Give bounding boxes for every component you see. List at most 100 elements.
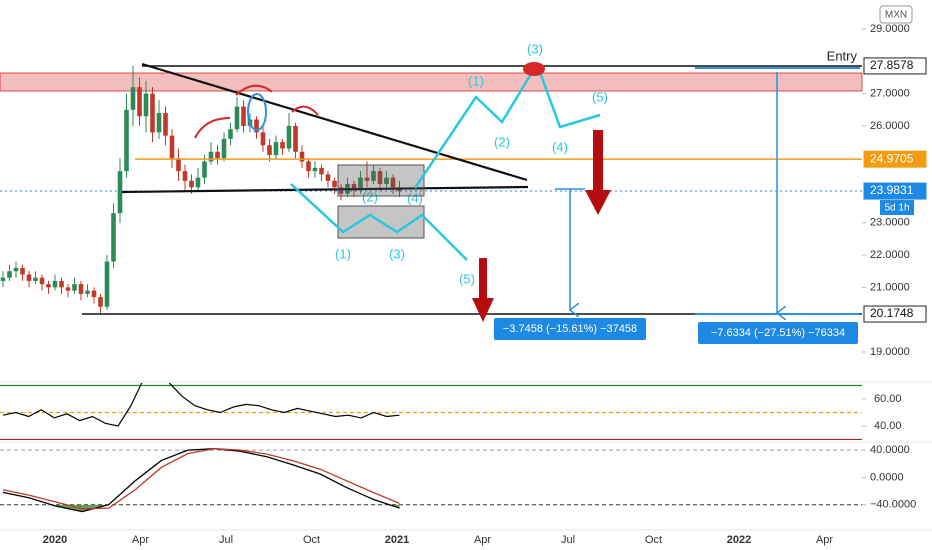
candle-body: [371, 171, 376, 181]
candle-body: [325, 174, 331, 181]
candle-body: [280, 142, 285, 149]
trend-line: [121, 185, 529, 194]
candle-body: [332, 180, 337, 188]
marker: [523, 62, 545, 76]
price-label: 27.8578: [870, 58, 914, 72]
candle-body: [221, 138, 227, 159]
candle-body: [150, 93, 155, 133]
candle-body: [85, 290, 90, 294]
price-pane: [0, 65, 402, 314]
x-tick-label: 2021: [385, 534, 409, 546]
resistance-zone: [0, 72, 863, 92]
candle-body: [26, 274, 32, 281]
down-arrow: [585, 130, 611, 215]
measure-box: [494, 318, 646, 340]
pattern-mark: [235, 84, 273, 96]
candle-body: [319, 167, 324, 175]
y-tick-label: 22.0000: [870, 249, 910, 261]
candle-body: [46, 284, 51, 288]
wave-label: (5): [592, 89, 608, 104]
range-box: [337, 164, 425, 197]
wave-label: (4): [552, 139, 568, 154]
pattern-mark: [247, 93, 267, 131]
rsi-line: [2, 383, 400, 427]
candle-body: [384, 177, 389, 185]
y-tick-label: 0.0000: [870, 471, 904, 483]
price-label: 20.1748: [870, 306, 914, 320]
candle-body: [156, 113, 162, 133]
price-label: 23.9831: [870, 183, 914, 197]
wave-label: (3): [389, 246, 405, 261]
candle-body: [306, 161, 311, 172]
wave-label: (1): [335, 246, 351, 261]
candle-body: [208, 151, 214, 162]
measure-label: −3.7458 (−15.61%) −37458: [503, 323, 637, 335]
candle-body: [59, 280, 64, 288]
candle-body: [13, 268, 19, 272]
candle-body: [182, 171, 188, 181]
candle-body: [299, 151, 305, 162]
x-tick-label: 2022: [727, 534, 751, 546]
rsi-pane: [0, 383, 862, 440]
interval-label: 5d 1h: [884, 203, 909, 214]
wave-label: (3): [527, 41, 543, 56]
y-tick-label: 26.0000: [870, 120, 910, 132]
candle-body: [91, 290, 97, 298]
candle-body: [254, 119, 259, 133]
candle-body: [267, 145, 272, 155]
wave-label: (2): [494, 134, 510, 149]
price-label-box: [863, 305, 927, 323]
y-tick-label: 19.0000: [870, 346, 910, 358]
x-tick-label: Oct: [303, 534, 320, 546]
y-tick-label: 21.0000: [870, 281, 910, 293]
candle-body: [52, 280, 58, 288]
price-label-box: [863, 150, 927, 168]
candle-body: [195, 177, 201, 188]
trend-line: [141, 62, 528, 182]
candle-body: [273, 142, 279, 155]
candle-body: [39, 277, 45, 285]
candle-body: [117, 171, 123, 214]
wave-label: (1): [468, 73, 484, 88]
oscillator-line: [2, 448, 400, 513]
y-tick-label: −40.0000: [870, 499, 916, 511]
wave-label: (2): [362, 189, 378, 204]
measure-label: −7.6334 (−27.51%) −76334: [711, 327, 845, 339]
drawings: −3.7458 (−15.61%) −37458 −7.6334 (−27.51…: [121, 48, 860, 344]
candle-body: [124, 109, 129, 172]
x-tick-label: 2020: [43, 534, 67, 546]
oscillator-pane: [0, 448, 862, 513]
candle-body: [260, 132, 266, 146]
entry-label: Entry: [827, 48, 858, 63]
y-tick-label: 23.0000: [870, 217, 910, 229]
candle-body: [111, 213, 116, 262]
candle-body: [286, 125, 292, 149]
x-tick-label: Jul: [219, 534, 233, 546]
price-label-box: [863, 182, 927, 200]
x-tick-label: Oct: [645, 534, 662, 546]
candle-body: [228, 129, 233, 139]
y-tick-label: 29.0000: [870, 23, 910, 35]
candle-body: [169, 135, 175, 159]
candle-body: [72, 284, 77, 291]
candle-body: [364, 177, 370, 181]
down-arrow: [472, 258, 494, 322]
y-tick-label: 40.0000: [870, 444, 910, 456]
candle-body: [390, 177, 396, 188]
y-tick-label: 60.00: [874, 393, 902, 405]
candle-body: [358, 177, 363, 191]
candle-body: [137, 87, 142, 117]
interval-box: [880, 200, 914, 216]
candle-body: [65, 287, 71, 291]
currency: MXN: [885, 10, 907, 21]
x-tick-label: Apr: [132, 534, 149, 546]
candle-body: [78, 284, 84, 294]
y-tick-label: 40.00: [874, 420, 902, 432]
price-label-box: [863, 57, 927, 75]
price-label: 24.9705: [870, 151, 914, 165]
candle-body: [33, 277, 38, 281]
candle-body: [176, 158, 181, 172]
wave-label: (5): [459, 271, 475, 286]
candle-body: [163, 113, 168, 136]
